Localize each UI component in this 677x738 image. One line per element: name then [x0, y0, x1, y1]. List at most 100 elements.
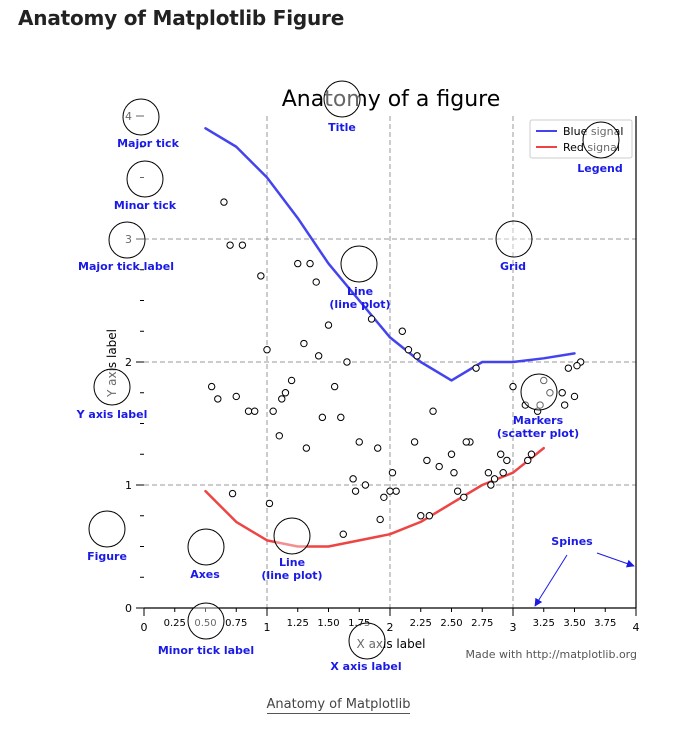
x-minor-tick-label: 2.75: [471, 618, 493, 629]
scatter-marker: [337, 413, 345, 422]
red-signal-line: [204, 446, 545, 548]
scatter-marker: [300, 339, 308, 348]
chart-title: Anatomy of a figure: [282, 87, 501, 112]
annotation-circle: [582, 121, 620, 159]
scatter-marker: [251, 407, 259, 415]
scatter-marker: [447, 450, 456, 458]
scatter-marker: [521, 401, 529, 409]
annotation-label: Figure: [87, 550, 127, 563]
annotation-label: Axes: [190, 568, 220, 581]
annotation-circle: [348, 622, 386, 660]
x-major-tick-label: 3: [510, 621, 517, 634]
scatter-marker: [278, 395, 286, 403]
scatter-marker: [546, 389, 554, 397]
scatter-marker: [306, 259, 314, 268]
scatter-marker: [410, 438, 419, 446]
scatter-marker: [343, 358, 351, 366]
scatter-marker: [570, 392, 579, 401]
scatter-marker: [413, 352, 421, 360]
scatter-marker: [524, 456, 532, 465]
annotation-label: Major tick label: [78, 260, 174, 273]
y-major-tick-label: 2: [125, 356, 132, 369]
scatter-marker: [429, 407, 437, 415]
caption-link[interactable]: Anatomy of Matplotlib: [266, 697, 411, 714]
caption-link-wrapper: Anatomy of Matplotlib: [0, 697, 677, 714]
scatter-marker: [527, 450, 536, 458]
x-minor-tick-label: 3.25: [533, 618, 555, 629]
y-major-tick-label: 3: [125, 233, 132, 246]
scatter-marker: [460, 493, 468, 501]
scatter-marker: [287, 376, 296, 385]
annotation-circle: [323, 80, 361, 118]
scatter-marker: [349, 475, 357, 483]
scatter-marker: [244, 407, 253, 415]
annotation-label: Minor tick label: [158, 644, 254, 657]
scatter-marker: [275, 432, 283, 440]
scatter-marker: [376, 515, 384, 524]
y-axis-label: Y axis label: [105, 329, 119, 398]
scatter-marker: [314, 352, 323, 360]
annotation-circle: [273, 517, 311, 555]
scatter-marker: [281, 389, 290, 397]
annotation-circle: [187, 528, 225, 566]
scatter-marker: [558, 389, 566, 397]
scatter-marker: [318, 413, 327, 422]
annotation-circle: [88, 510, 126, 548]
x-major-tick-label: 1: [264, 621, 271, 634]
axis-ticks: 0 1 2 3 4 0.25 0.50 0.75 1.25 1.50 1.75 2.25 2.50 2.7…: [125, 110, 640, 634]
scatter-marker: [472, 364, 480, 372]
y-major-tick-label: 1: [125, 479, 132, 492]
grid-lines: [144, 116, 636, 608]
y-major-tick-label: 0: [125, 602, 132, 615]
annotation-circle: [340, 245, 378, 283]
annotation-circle: [126, 160, 164, 198]
legend-red-signal: Red signal: [563, 141, 620, 154]
x-minor-tick-label: 3.50: [563, 618, 585, 629]
scatter-marker: [207, 382, 216, 391]
annotation-label: Spines: [551, 535, 593, 548]
blue-signal-line: [204, 127, 576, 382]
scatter-marker: [425, 512, 434, 520]
annotation-label: Line: [347, 285, 373, 298]
scatter-marker: [487, 481, 495, 489]
x-minor-tick-label: 2.25: [410, 618, 432, 629]
x-axis-label: X axis label: [357, 637, 426, 651]
annotation-circle: [122, 98, 160, 136]
scatter-marker: [503, 456, 511, 465]
scatter-marker: [499, 469, 507, 477]
x-minor-tick-label: 1.25: [287, 618, 309, 629]
annotation-label: Legend: [577, 162, 623, 175]
annotation-label: X axis label: [330, 660, 401, 673]
scatter-marker: [490, 475, 499, 483]
annotations: Title Major tick Minor tick Major tick labe…: [76, 80, 623, 673]
scatter-marker: [386, 487, 394, 495]
scatter-marker: [294, 259, 302, 268]
scatter-marker: [392, 487, 400, 495]
scatter-marker: [509, 382, 517, 391]
scatter-markers: [207, 198, 585, 538]
x-minor-tick-label: 1.50: [317, 618, 339, 629]
scatter-marker: [450, 469, 458, 477]
scatter-marker: [220, 198, 228, 206]
scatter-marker: [417, 512, 425, 520]
scatter-marker: [435, 462, 443, 471]
credit-text: Made with http://matplotlib.org: [466, 648, 638, 661]
x-major-tick-label: 0: [141, 621, 148, 634]
scatter-marker: [302, 444, 311, 452]
scatter-marker: [339, 530, 347, 538]
annotation-label: Major tick: [117, 137, 180, 150]
x-minor-tick-label: 1.75: [348, 618, 370, 629]
scatter-marker: [536, 401, 544, 409]
legend: Blue signal Red signal: [529, 119, 633, 159]
annotation-circle: [520, 373, 558, 411]
scatter-marker: [257, 272, 265, 280]
scatter-marker: [560, 401, 569, 409]
scatter-marker: [324, 321, 333, 329]
annotation-circle: [108, 221, 146, 259]
scatter-marker: [404, 346, 413, 354]
scatter-marker: [423, 456, 431, 465]
scatter-marker: [265, 499, 274, 508]
annotation-circle: [495, 220, 533, 258]
annotation-label: Title: [328, 121, 356, 134]
scatter-marker: [573, 361, 581, 370]
